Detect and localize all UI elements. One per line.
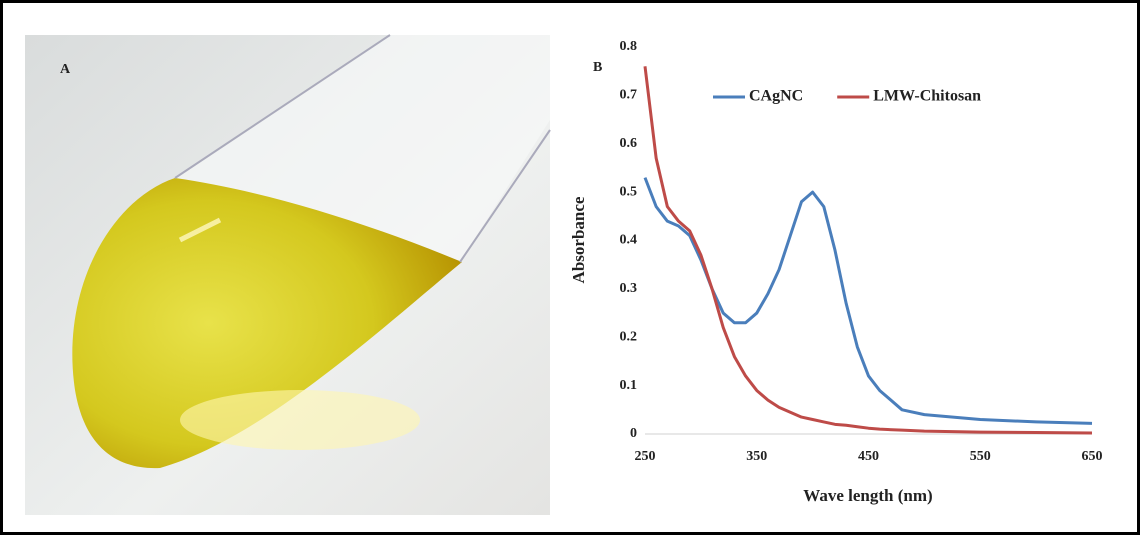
x-tick-label: 650 — [1082, 449, 1103, 464]
x-tick-label: 250 — [635, 449, 656, 464]
x-tick-label: 450 — [858, 449, 879, 464]
x-axis-title: Wave length (nm) — [803, 486, 932, 505]
y-tick-label: 0.1 — [620, 378, 638, 393]
x-tick-label: 550 — [970, 449, 991, 464]
legend-label: LMW-Chitosan — [873, 88, 981, 105]
y-tick-label: 0 — [630, 426, 637, 441]
y-tick-label: 0.2 — [620, 329, 638, 344]
figure: A B Absorbance Wave length (nm) 0 0.1 0.2 0… — [0, 0, 1140, 535]
photo: A — [25, 35, 550, 515]
panel-label: B — [593, 60, 602, 75]
y-tick-label: 0.5 — [620, 184, 638, 199]
y-tick-label: 0.8 — [620, 39, 638, 54]
y-tick-label: 0.7 — [620, 88, 638, 103]
y-tick-label: 0.6 — [620, 136, 638, 151]
y-tick-label: 0.4 — [620, 233, 638, 248]
y-axis-title: Absorbance — [569, 196, 588, 283]
y-tick-label: 0.3 — [620, 281, 638, 296]
x-tick-label: 350 — [746, 449, 767, 464]
panel-label: A — [60, 62, 71, 77]
legend-label: CAgNC — [749, 88, 803, 105]
